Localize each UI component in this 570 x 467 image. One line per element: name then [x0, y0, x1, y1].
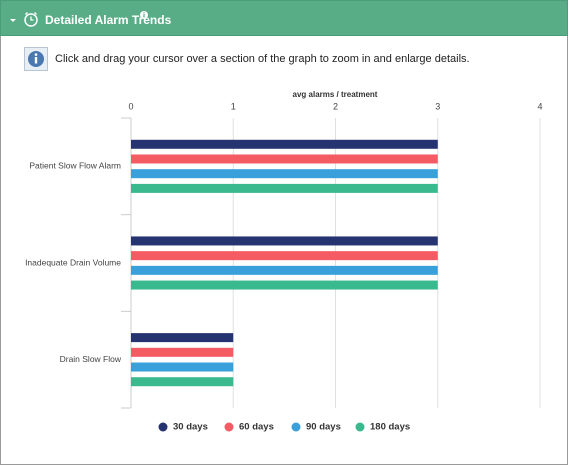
panel-title: Detailed Alarm Trends — [45, 13, 172, 27]
bar — [131, 251, 438, 261]
panel-header[interactable]: Detailed Alarm Trends — [0, 0, 568, 36]
x-axis-title: avg alarms / treatment — [293, 90, 378, 99]
legend-marker[interactable] — [158, 422, 168, 432]
bar — [131, 280, 438, 290]
bar — [131, 362, 234, 372]
y-tick-label: Inadequate Drain Volume — [25, 257, 121, 267]
x-tick-label: 1 — [231, 101, 236, 111]
y-tick-label: Drain Slow Flow — [60, 354, 122, 364]
bar — [131, 139, 438, 149]
legend-marker[interactable] — [355, 422, 365, 432]
header-icons — [10, 12, 38, 27]
legend-label[interactable]: 60 days — [239, 422, 274, 433]
bar — [131, 236, 438, 246]
x-tick-label: 0 — [128, 101, 133, 111]
x-tick-label: 2 — [333, 101, 338, 111]
legend-label[interactable]: 30 days — [173, 422, 208, 433]
panel-body — [0, 36, 568, 465]
bar — [131, 347, 234, 357]
bar — [131, 333, 234, 343]
info-icon — [24, 47, 48, 71]
legend-label[interactable]: 180 days — [370, 422, 410, 433]
legend-label[interactable]: 90 days — [306, 422, 341, 433]
bar — [131, 183, 438, 193]
bar — [131, 265, 438, 275]
legend-marker[interactable] — [291, 422, 301, 432]
bar — [131, 169, 438, 179]
help-icon[interactable] — [139, 10, 149, 20]
x-tick-label: 4 — [537, 101, 542, 111]
x-tick-label: 3 — [435, 101, 440, 111]
info-text: Click and drag your cursor over a sectio… — [55, 53, 470, 65]
y-tick-label: Patient Slow Flow Alarm — [29, 161, 121, 171]
bar — [131, 154, 438, 164]
bar — [131, 377, 234, 387]
legend-marker[interactable] — [224, 422, 234, 432]
